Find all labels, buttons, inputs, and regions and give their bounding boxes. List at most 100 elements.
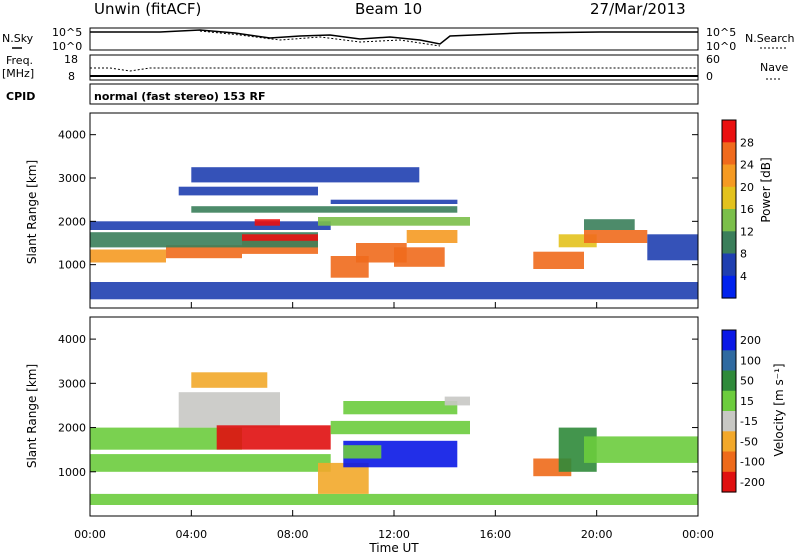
x-tick-label-2: 08:00 — [277, 528, 309, 541]
station-title: Unwin (fitACF) — [94, 0, 202, 18]
power-colorbar-segment-6 — [722, 253, 736, 277]
velocity-region-10 — [343, 401, 458, 415]
power-colorbar-segment-1 — [722, 142, 736, 166]
x-tick-label-0: 00:00 — [74, 528, 106, 541]
noise-tick-right-bottom: 10^0 — [706, 40, 736, 53]
power-region-14 — [406, 230, 458, 243]
velocity-colorbar-frame — [721, 329, 737, 493]
velocity-region-9 — [330, 420, 470, 435]
x-tick-label-3: 12:00 — [378, 528, 410, 541]
nave-tick-bottom: 0 — [706, 70, 713, 83]
power-colorbar-segment-5 — [722, 231, 736, 255]
power-ytick-label-2: 3000 — [58, 172, 86, 185]
power-region-19 — [584, 230, 648, 243]
velocity-y-axis: 1000 2000 3000 4000 — [58, 333, 698, 479]
power-colorbar-label: Power [dB] — [759, 157, 773, 222]
power-region-16 — [330, 199, 458, 204]
power-colorbar-tick-6: 28 — [740, 136, 754, 149]
velocity-region-6 — [318, 462, 369, 494]
velocity-ytick-label-0: 1000 — [58, 466, 86, 479]
velocity-colorbar-tick-3: 15 — [740, 395, 754, 408]
power-panel: 1000 2000 3000 4000 Slant Range [km] 4 8 12 16… — [25, 112, 773, 309]
power-region-17 — [533, 251, 584, 269]
power-region-8 — [191, 206, 458, 213]
velocity-region-8 — [343, 445, 382, 459]
power-ytick-label-3: 4000 — [58, 129, 86, 142]
power-region-21 — [647, 234, 698, 261]
freq-tick-bottom: 8 — [68, 70, 75, 83]
noise-tick-right-top: 10^5 — [706, 26, 736, 39]
power-region-1 — [90, 249, 166, 263]
velocity-colorbar: 200 100 50 15 -15 -50 -100 -200 — [721, 329, 765, 493]
velocity-colorbar-tick-7: -200 — [740, 476, 765, 489]
power-y-axis: 1000 2000 3000 4000 — [58, 129, 698, 272]
power-colorbar-segment-4 — [722, 209, 736, 232]
velocity-colorbar-tick-1: 100 — [740, 354, 761, 367]
power-region-9 — [178, 186, 318, 196]
power-colorbar-tick-4: 20 — [740, 181, 754, 194]
velocity-colorbar-segment-0 — [722, 330, 736, 351]
beam-title: Beam 10 — [355, 0, 423, 18]
time-axis-label: Time UT — [368, 541, 419, 554]
power-region-15 — [318, 217, 470, 226]
power-colorbar-segment-0 — [722, 120, 736, 143]
power-ytick-label-1: 2000 — [58, 215, 86, 228]
noise-tick-left-top: 10^5 — [52, 26, 82, 39]
velocity-colorbar-tick-5: -50 — [740, 435, 758, 448]
velocity-colorbar-tick-0: 200 — [740, 334, 761, 347]
power-region-5 — [90, 221, 331, 230]
cpid-value: normal (fast stereo) 153 RF — [94, 90, 266, 103]
power-region-13 — [394, 247, 445, 267]
power-colorbar-tick-5: 24 — [740, 159, 754, 172]
velocity-heatmap — [90, 372, 698, 505]
nsearch-label: N.Search — [745, 32, 795, 45]
power-colorbar-tick-2: 12 — [740, 225, 754, 238]
date-title: 27/Mar/2013 — [590, 0, 686, 18]
power-region-10 — [191, 167, 420, 183]
nsky-label: N.Sky — [2, 32, 34, 45]
velocity-region-3 — [178, 392, 280, 428]
velocity-colorbar-label: Velocity [m s⁻¹] — [772, 363, 786, 456]
velocity-colorbar-segment-6 — [722, 451, 736, 473]
power-ylabel: Slant Range [km] — [25, 160, 39, 264]
x-tick-label-4: 16:00 — [479, 528, 511, 541]
x-tick-label-6: 00:00 — [682, 528, 714, 541]
velocity-region-11 — [444, 396, 470, 406]
power-region-2 — [166, 245, 242, 259]
velocity-region-5 — [216, 425, 331, 450]
power-colorbar-segment-7 — [722, 275, 736, 299]
nave-label: Nave — [760, 61, 788, 74]
velocity-colorbar-tick-6: -100 — [740, 456, 765, 469]
velocity-panel: 1000 2000 3000 4000 Slant Range [km] 200 100… — [25, 316, 786, 517]
power-heatmap — [90, 167, 698, 300]
velocity-region-2 — [90, 427, 242, 450]
cpid-label: CPID — [6, 90, 35, 103]
power-colorbar-tick-3: 16 — [740, 203, 754, 216]
x-tick-label-1: 04:00 — [175, 528, 207, 541]
cpid-strip: CPID normal (fast stereo) 153 RF — [6, 83, 699, 105]
velocity-colorbar-tick-2: 50 — [740, 375, 754, 388]
power-region-6 — [242, 234, 318, 241]
velocity-region-4 — [191, 372, 268, 388]
power-colorbar: 4 8 12 16 20 24 28 — [721, 119, 754, 299]
time-axis: 00:00 04:00 08:00 12:00 16:00 20:00 00:00 — [74, 302, 714, 541]
power-colorbar-tick-1: 8 — [740, 248, 747, 261]
velocity-ylabel: Slant Range [km] — [25, 364, 39, 468]
power-colorbar-segment-3 — [722, 186, 736, 210]
freq-label: Freq. — [6, 54, 33, 67]
velocity-colorbar-segment-7 — [722, 471, 736, 493]
freq-unit-label: [MHz] — [2, 67, 34, 80]
velocity-colorbar-tick-4: -15 — [740, 415, 758, 428]
power-region-0 — [90, 282, 698, 300]
velocity-colorbar-segment-3 — [722, 390, 736, 412]
velocity-colorbar-segment-2 — [722, 370, 736, 392]
nave-tick-top: 60 — [706, 53, 720, 66]
x-tick-label-5: 20:00 — [581, 528, 613, 541]
power-region-20 — [584, 219, 635, 230]
velocity-ytick-label-2: 3000 — [58, 377, 86, 390]
power-colorbar-segment-2 — [722, 164, 736, 188]
velocity-region-1 — [90, 454, 331, 472]
power-ytick-label-0: 1000 — [58, 259, 86, 272]
power-colorbar-frame — [721, 119, 737, 299]
